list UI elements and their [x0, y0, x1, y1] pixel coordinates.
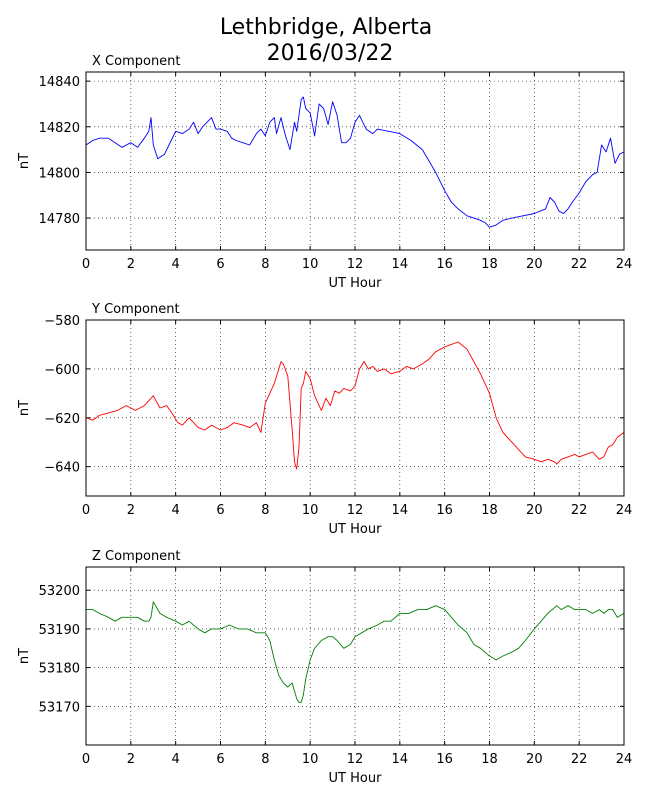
- figure-title-line2: 2016/03/22: [267, 41, 394, 66]
- x-component-xtick-label-6: 12: [347, 257, 364, 272]
- z-component-title: Z Component: [92, 549, 181, 564]
- y-component-series-line-0: [85, 341, 625, 470]
- x-component-xtick-label-11: 22: [571, 257, 588, 272]
- z-component-xtick-label-11: 22: [571, 752, 588, 767]
- y-component-xtick-label-4: 8: [261, 503, 269, 518]
- x-component-xtick-label-0: 0: [82, 257, 90, 272]
- y-component-xlabel: UT Hour: [329, 522, 383, 537]
- y-component-ytick-label-3: −640: [44, 461, 80, 476]
- x-component-xtick-label-5: 10: [302, 257, 319, 272]
- x-component-xtick-label-10: 20: [526, 257, 543, 272]
- x-component-ylabel: nT: [17, 153, 32, 169]
- z-component-xtick-label-8: 16: [436, 752, 453, 767]
- x-component-xtick-label-1: 2: [127, 257, 135, 272]
- z-component-xlabel: UT Hour: [329, 771, 383, 786]
- z-component-series-line-0: [86, 601, 625, 703]
- x-component-xtick-label-12: 24: [616, 257, 633, 272]
- y-component-ytick-label-2: −620: [44, 412, 80, 427]
- z-component-axes-frame: [85, 566, 625, 746]
- y-component-xtick-label-8: 16: [436, 503, 453, 518]
- x-component-xtick-label-7: 14: [392, 257, 409, 272]
- figure-title-line1: Lethbridge, Alberta: [220, 15, 432, 40]
- x-component-ytick-label-2: 14820: [39, 121, 80, 136]
- x-component-xtick-label-4: 8: [261, 257, 269, 272]
- z-component-xtick-label-10: 20: [526, 752, 543, 767]
- y-component-xtick-label-0: 0: [82, 503, 90, 518]
- z-component-xtick-label-0: 0: [82, 752, 90, 767]
- z-component-ytick-label-1: 53180: [39, 662, 80, 677]
- z-component-xtick-label-7: 14: [392, 752, 409, 767]
- x-component-xlabel: UT Hour: [329, 276, 383, 291]
- z-component-xtick-label-1: 2: [127, 752, 135, 767]
- x-component-ytick-label-1: 14800: [39, 166, 80, 181]
- z-component-xtick-label-12: 24: [616, 752, 633, 767]
- y-component-xtick-label-9: 18: [481, 503, 498, 518]
- z-component-ytick-label-3: 53200: [39, 584, 80, 599]
- x-component-xtick-label-8: 16: [436, 257, 453, 272]
- x-component-title: X Component: [92, 54, 181, 69]
- x-component-axes-frame: [85, 71, 625, 251]
- y-component-xtick-label-12: 24: [616, 503, 633, 518]
- y-component-title: Y Component: [91, 302, 180, 317]
- y-component-xtick-label-11: 22: [571, 503, 588, 518]
- y-component-xtick-label-3: 6: [216, 503, 224, 518]
- x-component-panel: 0 2 4 6 8 10 12 14 16 18 20 22 241478014800148201484…: [17, 54, 632, 291]
- y-component-xtick-label-7: 14: [392, 503, 409, 518]
- y-component-xtick-label-5: 10: [302, 503, 319, 518]
- y-component-xtick-label-1: 2: [127, 503, 135, 518]
- x-component-series-line-0: [85, 96, 625, 228]
- z-component-ylabel: nT: [17, 648, 32, 664]
- x-component-xtick-label-2: 4: [172, 257, 180, 272]
- z-component-xtick-label-9: 18: [481, 752, 498, 767]
- x-component-ytick-label-3: 14840: [39, 75, 80, 90]
- x-component-xtick-label-3: 6: [216, 257, 224, 272]
- y-component-ytick-label-0: −580: [44, 314, 80, 329]
- y-component-xtick-label-2: 4: [172, 503, 180, 518]
- z-component-ytick-label-0: 53170: [39, 700, 80, 715]
- z-component-xtick-label-6: 12: [347, 752, 364, 767]
- y-component-ytick-label-1: −600: [44, 363, 80, 378]
- z-component-panel: 0 2 4 6 8 10 12 14 16 18 20 22 245317053180531905320…: [17, 549, 632, 786]
- y-component-xtick-label-6: 12: [347, 503, 364, 518]
- x-component-xtick-label-9: 18: [481, 257, 498, 272]
- z-component-ytick-label-2: 53190: [39, 623, 80, 638]
- z-component-xtick-label-3: 6: [216, 752, 224, 767]
- y-component-axes-frame: [85, 319, 625, 497]
- z-component-xtick-label-2: 4: [172, 752, 180, 767]
- z-component-xtick-label-4: 8: [261, 752, 269, 767]
- z-component-xtick-label-5: 10: [302, 752, 319, 767]
- panels: 0 2 4 6 8 10 12 14 16 18 20 22 241478014800148201484…: [17, 54, 632, 786]
- y-component-xtick-label-10: 20: [526, 503, 543, 518]
- y-component-ylabel: nT: [17, 400, 32, 416]
- x-component-ytick-label-0: 14780: [39, 212, 80, 227]
